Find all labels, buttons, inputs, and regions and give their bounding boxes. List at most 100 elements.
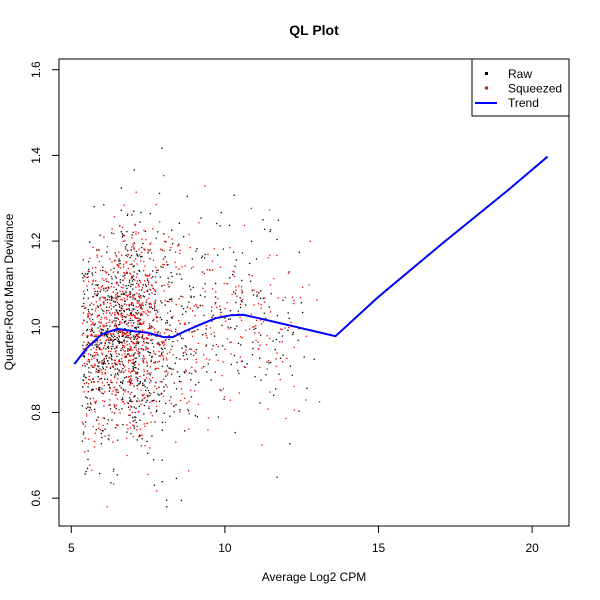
data-point <box>105 330 107 332</box>
data-point <box>309 240 311 242</box>
data-point <box>96 335 98 337</box>
data-point <box>153 328 156 330</box>
data-point <box>269 284 272 286</box>
data-point <box>138 383 140 385</box>
data-point <box>101 331 103 333</box>
data-point <box>87 358 90 360</box>
data-point <box>106 378 109 380</box>
data-point <box>124 336 127 339</box>
data-point <box>99 325 101 327</box>
data-point <box>118 263 120 265</box>
data-point <box>115 381 118 384</box>
data-point <box>149 401 151 404</box>
data-point <box>168 298 171 301</box>
data-point <box>149 325 151 327</box>
data-point <box>104 333 106 336</box>
data-point <box>134 316 136 318</box>
data-point <box>139 382 141 384</box>
data-point <box>175 357 178 359</box>
data-point <box>90 365 92 367</box>
data-point <box>168 338 170 341</box>
data-point <box>91 365 93 367</box>
data-point <box>95 334 97 336</box>
data-point <box>115 317 117 319</box>
data-point <box>184 397 186 400</box>
plot-frame <box>58 58 570 527</box>
data-point <box>122 398 124 401</box>
data-point <box>133 362 136 364</box>
data-point <box>111 228 113 230</box>
data-point <box>221 374 223 377</box>
data-point <box>180 499 183 502</box>
data-point <box>145 389 147 392</box>
data-point <box>143 371 145 373</box>
data-point <box>253 289 255 291</box>
data-point <box>135 276 138 278</box>
data-point <box>199 294 202 296</box>
data-point <box>130 383 132 385</box>
data-point <box>120 370 123 372</box>
data-point <box>86 397 88 399</box>
data-point <box>106 334 108 336</box>
data-point <box>139 256 142 258</box>
data-point <box>87 438 90 440</box>
data-point <box>142 242 144 245</box>
data-point <box>146 275 148 277</box>
data-point <box>129 359 132 362</box>
data-point <box>117 313 120 315</box>
data-point <box>89 379 91 381</box>
data-point <box>305 399 307 401</box>
data-point <box>112 271 115 273</box>
data-point <box>94 344 96 346</box>
data-point <box>134 279 136 281</box>
data-point <box>125 248 127 250</box>
data-point <box>83 293 86 295</box>
data-point <box>164 371 166 373</box>
data-point <box>106 336 109 338</box>
data-point <box>121 312 123 314</box>
data-point <box>136 263 138 265</box>
data-point <box>121 308 124 310</box>
data-point <box>122 287 124 289</box>
data-point <box>115 309 117 311</box>
data-point <box>171 238 173 240</box>
data-point <box>135 349 138 351</box>
data-point <box>146 290 148 292</box>
data-point <box>178 244 180 246</box>
data-point <box>236 361 238 364</box>
data-point <box>143 423 145 425</box>
data-point <box>108 287 110 289</box>
data-point <box>211 260 214 262</box>
data-point <box>127 391 129 393</box>
data-point <box>101 277 103 280</box>
data-point <box>231 293 233 296</box>
x-axis: 5 10 15 20 <box>68 525 539 555</box>
y-axis: 0.60.81.01.21.41.6 <box>29 61 60 506</box>
data-point <box>128 332 130 334</box>
data-point <box>276 254 278 257</box>
data-point <box>126 353 129 355</box>
data-point <box>255 324 257 327</box>
data-point <box>185 353 188 356</box>
data-point <box>117 295 119 297</box>
data-point <box>84 437 87 439</box>
y-tick-label: 1.4 <box>29 147 43 164</box>
data-point <box>157 231 159 233</box>
data-point <box>93 288 95 290</box>
data-point <box>137 353 139 355</box>
data-point <box>138 333 141 335</box>
data-point <box>97 345 99 347</box>
data-point <box>99 234 101 236</box>
data-point <box>122 335 124 337</box>
data-point <box>134 395 136 397</box>
data-point <box>123 297 126 300</box>
data-point <box>118 353 120 355</box>
data-point <box>116 264 118 266</box>
data-point <box>178 380 181 383</box>
data-point <box>139 323 141 325</box>
data-point <box>130 345 132 348</box>
data-point <box>234 431 236 434</box>
data-point <box>147 252 149 254</box>
data-point <box>233 354 236 357</box>
